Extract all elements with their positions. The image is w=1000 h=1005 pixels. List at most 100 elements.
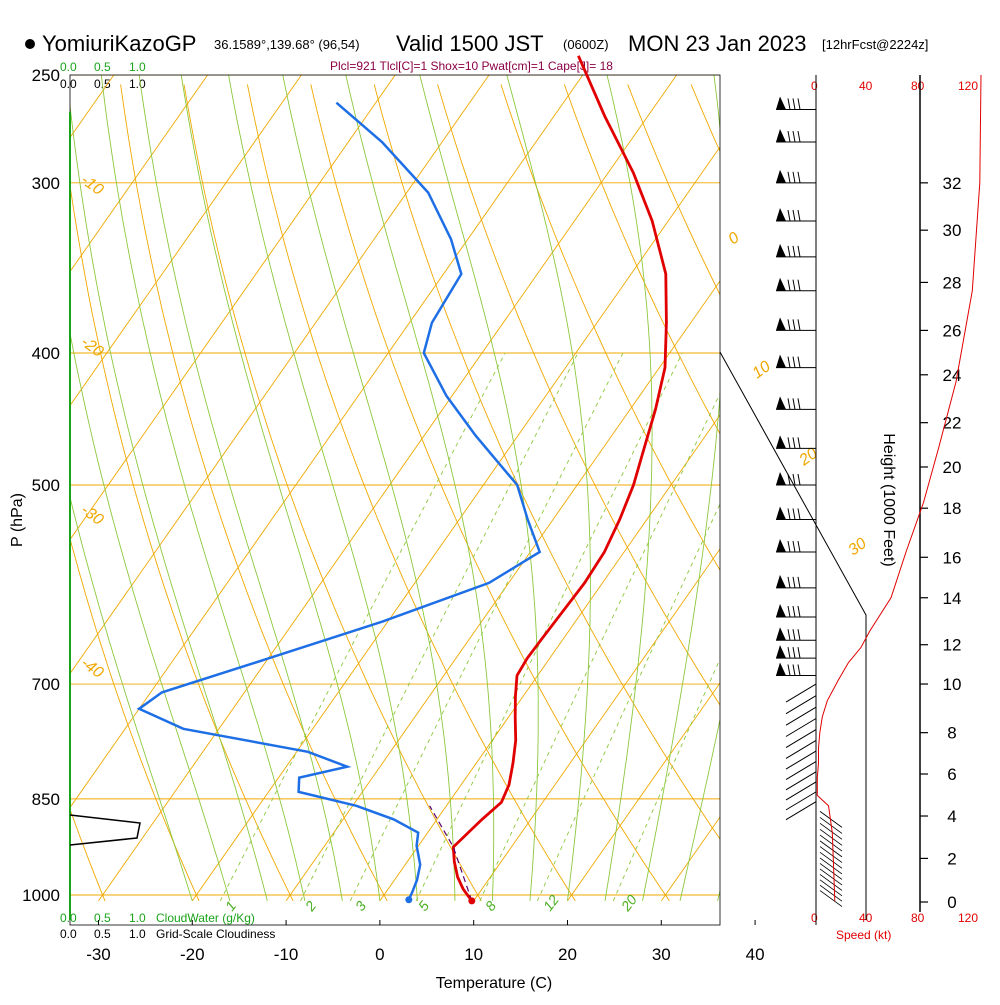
temperature-tick-label: 0 xyxy=(375,945,384,964)
wind-barb-feather xyxy=(798,357,800,368)
moist-adiabat-line xyxy=(139,75,342,901)
wind-barb-feather xyxy=(793,357,795,368)
wind-barb-feather xyxy=(793,210,795,221)
height-tick-label: 30 xyxy=(943,221,962,240)
temperature-tick-label: -10 xyxy=(274,945,299,964)
speed-tick-bottom: 80 xyxy=(911,911,925,925)
wind-barb-feather xyxy=(793,172,795,183)
wind-barb-feather xyxy=(788,131,790,142)
mixing-ratio-label: 5 xyxy=(415,898,433,914)
surface-temperature-marker xyxy=(468,897,475,904)
speed-tick-top: 80 xyxy=(911,79,925,93)
moist-adiabat-line xyxy=(67,75,268,901)
valid-time: Valid 1500 JST xyxy=(396,31,544,56)
isotherm-line xyxy=(286,75,864,901)
wind-barb-feather xyxy=(798,474,800,485)
wind-barb-low xyxy=(786,707,816,725)
height-tick-label: 10 xyxy=(943,675,962,694)
isotherm-line xyxy=(755,75,1000,901)
y-axis-label: P (hPa) xyxy=(9,493,26,547)
cloud-water-tick: 0.5 xyxy=(94,911,111,925)
pressure-tick-label: 250 xyxy=(32,66,60,85)
wind-barb-feather xyxy=(793,577,795,588)
wind-barb-low xyxy=(786,802,816,820)
speed-axis-label: Speed (kt) xyxy=(836,928,891,942)
dry-adiabat-line xyxy=(628,84,1000,901)
temperature-tick-label: 10 xyxy=(464,945,483,964)
wind-barb-feather xyxy=(793,98,795,109)
cloud-water-tick: 0.0 xyxy=(60,911,77,925)
surface-dewpoint-marker xyxy=(405,896,412,903)
cloud-water-tick: 0.5 xyxy=(94,60,111,74)
speed-tick-bottom: 120 xyxy=(958,911,978,925)
wind-barb-feather xyxy=(788,398,790,409)
temperature-tick-label: -30 xyxy=(86,945,111,964)
wind-barb-feather xyxy=(793,398,795,409)
wind-barb-low xyxy=(786,740,816,758)
dry-adiabat-line xyxy=(0,84,199,901)
isotherm-label: 0 xyxy=(725,229,742,248)
wind-barb-low xyxy=(786,730,816,748)
wind-barb-feather xyxy=(798,172,800,183)
wind-barb-feather xyxy=(793,437,795,448)
height-tick-label: 8 xyxy=(947,724,956,743)
wind-barb-flag xyxy=(776,244,786,257)
height-tick-label: 18 xyxy=(943,499,962,518)
wind-barb-low xyxy=(786,718,816,736)
cloud-water-tick: 1.0 xyxy=(129,60,146,74)
wind-barb-flag xyxy=(776,539,786,552)
wind-barb-low xyxy=(786,792,816,810)
isotherm-line xyxy=(0,75,489,901)
wind-barb-feather xyxy=(798,398,800,409)
moist-adiabat-line xyxy=(680,75,815,901)
cloudiness-label: Grid-Scale Cloudiness xyxy=(156,927,275,941)
wind-barb-feather xyxy=(798,577,800,588)
wind-barb-feather xyxy=(793,541,795,552)
x-axis-label: Temperature (C) xyxy=(436,975,552,992)
valid-utc: (0600Z) xyxy=(563,37,609,52)
dry-adiabat-line xyxy=(374,84,763,901)
cloud-water-tick: 0.0 xyxy=(60,60,77,74)
height-tick-label: 4 xyxy=(947,807,956,826)
isotherm-line xyxy=(849,75,1000,901)
station-coords: 36.1589°,139.68° (96,54) xyxy=(214,37,360,52)
forecast-info: [12hrFcst@2224z] xyxy=(822,37,928,52)
wind-barb-flag xyxy=(776,435,786,448)
height-tick-label: 20 xyxy=(943,458,962,477)
wind-barb-feather xyxy=(793,319,795,330)
wind-barb-feather xyxy=(793,280,795,291)
valid-date: MON 23 Jan 2023 xyxy=(628,31,807,56)
cloudiness-tick: 0.0 xyxy=(60,927,77,941)
height-tick-label: 14 xyxy=(943,589,962,608)
wind-barb-feather xyxy=(798,541,800,552)
wind-barb-feather xyxy=(788,98,790,109)
wind-barb-feather xyxy=(788,246,790,257)
mixing-ratio-label: 8 xyxy=(482,898,500,914)
height-tick-label: 0 xyxy=(947,893,956,912)
isotherm-label: 10 xyxy=(749,358,773,382)
wind-barb-feather xyxy=(793,629,795,640)
height-tick-label: 6 xyxy=(947,765,956,784)
wind-barb-low xyxy=(786,751,816,769)
wind-barb-flag xyxy=(776,208,786,221)
moist-adiabat-line xyxy=(34,75,229,901)
mixing-ratio-line xyxy=(537,353,791,901)
wind-barb-low xyxy=(786,762,816,780)
pressure-tick-label: 850 xyxy=(32,790,60,809)
wind-barb-feather xyxy=(793,665,795,676)
mixing-ratio-label: 3 xyxy=(352,898,370,914)
wind-barb-feather xyxy=(798,319,800,330)
wind-barb-feather xyxy=(788,629,790,640)
height-tick-label: 16 xyxy=(943,548,962,567)
wind-barb-feather xyxy=(788,606,790,617)
wind-barb-flag xyxy=(776,170,786,183)
wind-barb-feather xyxy=(788,210,790,221)
wind-barb-feather xyxy=(788,577,790,588)
bottom-cloud-scale: 0.0 0.5 1.0 CloudWater (g/Kg) 0.0 0.5 1.… xyxy=(60,911,275,941)
cloud-water-label: CloudWater (g/Kg) xyxy=(156,911,255,925)
wind-barb-low xyxy=(786,684,816,702)
isotherm-label: -40 xyxy=(78,654,107,681)
pressure-tick-label: 300 xyxy=(32,174,60,193)
